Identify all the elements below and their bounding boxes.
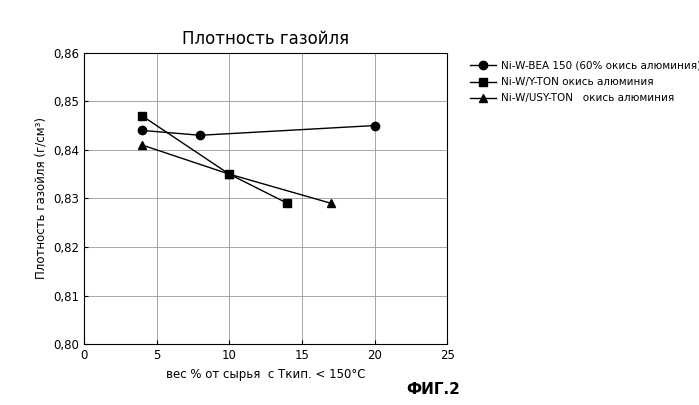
Ni-W-BEA 150 (60% окись алюминия) bbox=[138, 128, 146, 133]
Ni-W/USY-TON   окись алюминия bbox=[327, 201, 336, 206]
Ni-W-BEA 150 (60% окись алюминия) bbox=[196, 133, 204, 138]
Line: Ni-W/Y-TON окись алюминия: Ni-W/Y-TON окись алюминия bbox=[138, 112, 291, 207]
X-axis label: вес % от сырья  с Ткип. < 150°С: вес % от сырья с Ткип. < 150°С bbox=[166, 368, 366, 381]
Text: ФИГ.2: ФИГ.2 bbox=[406, 382, 461, 397]
Y-axis label: Плотность газойля (г/см³): Плотность газойля (г/см³) bbox=[34, 117, 48, 279]
Ni-W/USY-TON   окись алюминия bbox=[225, 172, 233, 177]
Legend: Ni-W-BEA 150 (60% окись алюминия), Ni-W/Y-TON окись алюминия, Ni-W/USY-TON   оки: Ni-W-BEA 150 (60% окись алюминия), Ni-W/… bbox=[467, 58, 699, 107]
Ni-W/Y-TON окись алюминия bbox=[138, 113, 146, 118]
Line: Ni-W-BEA 150 (60% окись алюминия): Ni-W-BEA 150 (60% окись алюминия) bbox=[138, 122, 379, 139]
Line: Ni-W/USY-TON   окись алюминия: Ni-W/USY-TON окись алюминия bbox=[138, 141, 336, 207]
Ni-W-BEA 150 (60% окись алюминия) bbox=[370, 123, 379, 128]
Title: Плотность газойля: Плотность газойля bbox=[182, 30, 350, 48]
Ni-W/USY-TON   окись алюминия bbox=[138, 143, 146, 147]
Ni-W/Y-TON окись алюминия bbox=[225, 172, 233, 177]
Ni-W/Y-TON окись алюминия bbox=[283, 201, 291, 206]
